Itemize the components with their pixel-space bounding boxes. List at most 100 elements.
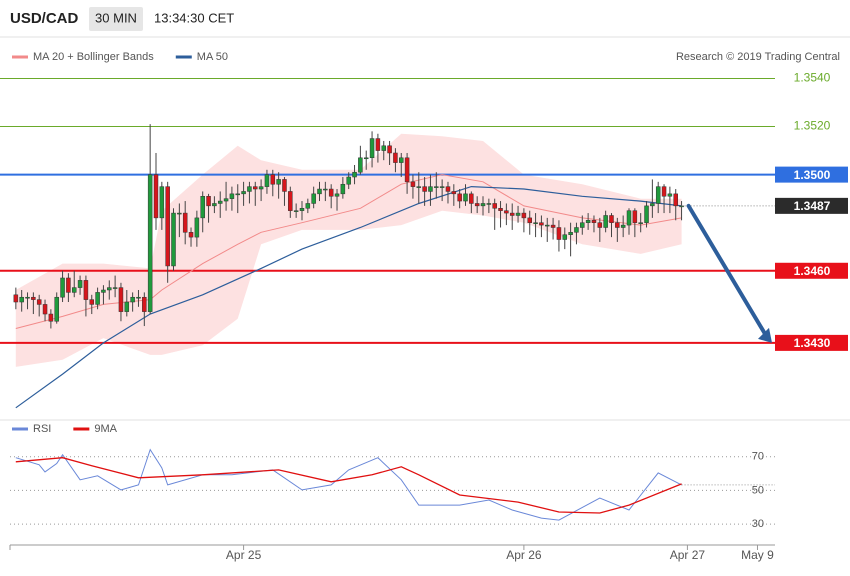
candle-body [235,193,240,196]
candle-body [112,287,118,289]
forecast-arrow [686,203,770,341]
candle-body [358,157,363,173]
candle-body [428,186,433,192]
candle-body [159,186,165,219]
candle-body [311,193,316,204]
moving-average [15,185,682,409]
candle-body [95,292,100,305]
candle-body [591,220,597,223]
candle-body [258,186,264,190]
candle-body [282,179,287,192]
candle-body [404,157,410,183]
candle-body [206,196,211,207]
candle-body [387,145,392,154]
candle-body [439,186,445,188]
candle-body [136,296,141,299]
y-tick-label: 1.3540 [794,71,831,85]
candle-body [632,210,638,223]
candle-body [36,299,42,305]
candle-body [597,222,603,228]
candle-body [42,304,48,315]
candle-body [626,210,632,226]
candle-body [352,171,357,178]
candle-body [194,217,200,238]
candle-body [288,191,293,211]
level-label-box [775,334,848,351]
candle-body [574,227,579,233]
candle-body [142,296,147,312]
candle-body [124,301,130,312]
candle-body [323,188,328,191]
candle-body [509,212,515,216]
candle-body [66,277,71,293]
candle-body [19,296,24,303]
candle-body [217,200,223,204]
candle-body [89,299,95,305]
candle-body [48,313,54,322]
candle-body [107,287,112,291]
candle-body [673,193,678,207]
candle-body [603,215,608,228]
candle-body [533,222,538,224]
indicator-line [15,457,682,514]
candle-body [60,277,65,298]
indicator-line [15,448,682,521]
candle-body [469,193,474,204]
y-tick-label: 30 [752,518,764,530]
x-tick-label: May 9 [741,548,774,562]
candle-body [223,198,229,202]
candle-body [445,186,451,192]
x-tick-label: Apr 25 [226,548,262,562]
candle-body [276,179,281,185]
source: Research © 2019 Trading Central [676,51,840,63]
candle-body [492,203,497,209]
symbol: USD/CAD [10,10,79,27]
y-tick-label: 1.3460 [794,264,831,278]
candle-body [101,289,106,293]
legend-label: MA 50 [197,51,228,63]
candle-body [521,212,527,219]
candle-body [434,186,439,188]
candle-body [13,294,19,303]
candle-body [486,203,492,205]
candle-body [241,191,246,195]
time: 13:34:30 CET [154,10,234,25]
level-label-box [775,262,848,279]
y-tick-label: 1.3520 [794,119,831,133]
candle-body [504,210,509,214]
candle-body [620,224,626,228]
candle-body [293,210,299,212]
candle-body [369,138,375,159]
candle-body [363,157,369,160]
candle-body [422,186,427,192]
candle-body [118,287,124,312]
candle-body [200,196,205,219]
candle-body [177,212,182,215]
candle-body [77,280,83,288]
candle-body [515,212,521,216]
candle-body [182,212,188,233]
candle-body [539,222,544,226]
candle-body [498,208,503,211]
candle-body [527,217,532,223]
x-tick-label: Apr 26 [506,548,542,562]
candle-body [153,174,159,219]
candle-body [410,181,416,187]
candle-body [568,232,573,235]
candle-body [25,296,30,299]
y-tick-label: 50 [752,484,764,496]
candle-body [83,280,89,300]
candle-body [381,145,386,151]
y-tick-label: 70 [752,451,764,463]
candle-body [229,193,235,199]
candle-body [31,296,36,300]
candle-body [655,186,661,204]
candle-body [165,186,170,267]
candle-body [661,186,667,197]
candle-body [334,193,340,197]
candle-body [609,215,614,223]
candle-body [416,186,422,188]
candle-body [463,193,468,202]
